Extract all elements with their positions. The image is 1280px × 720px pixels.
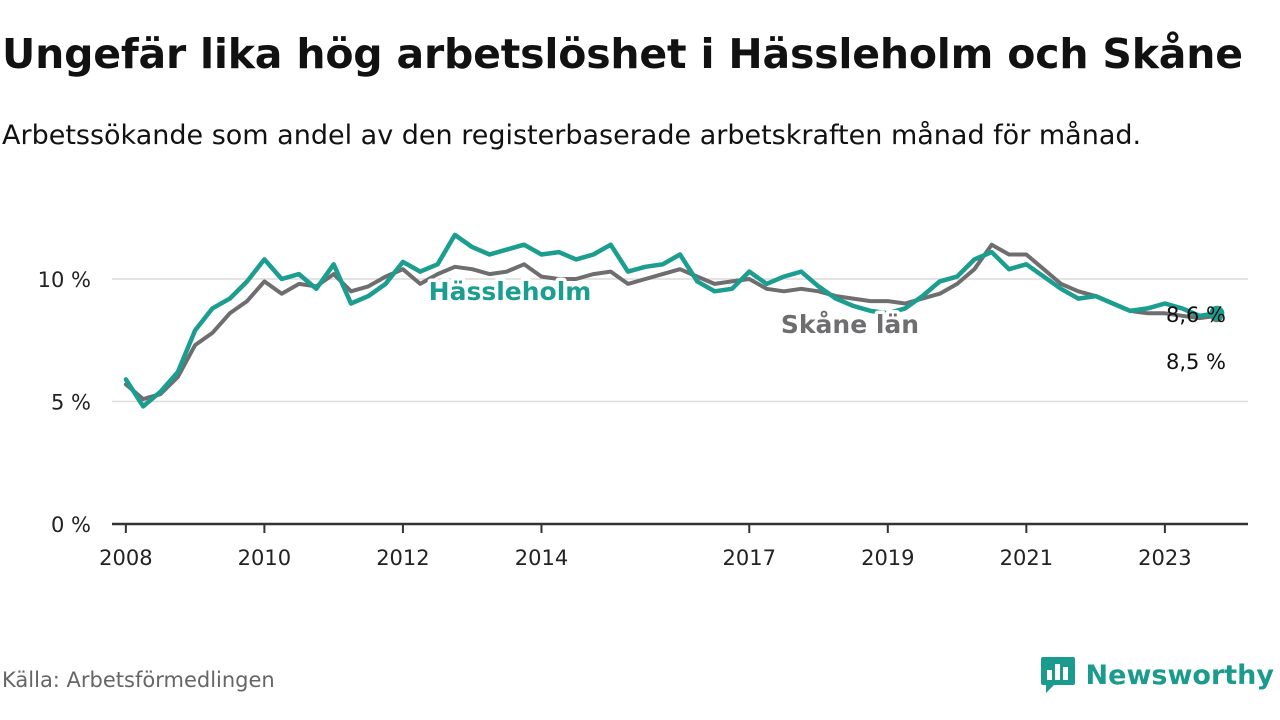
series-lines [123, 232, 1220, 409]
x-tick-label: 2019 [861, 546, 914, 570]
x-tick-label: 2008 [99, 546, 152, 570]
brand-logo[interactable]: Newsworthy [1040, 654, 1274, 696]
y-tick-label: 10 % [38, 268, 91, 292]
y-tick-label: 5 % [51, 391, 91, 415]
end-label-hassleholm: 8,6 % [1166, 303, 1226, 327]
series-label-hassleholm: Hässleholm [429, 277, 592, 306]
x-tick-label: 2010 [238, 546, 291, 570]
x-tick-label: 2021 [1000, 546, 1053, 570]
axes: 0 % 5 % 10 % 2008 2010 2012 2014 2017 2019 2021 20… [38, 268, 1248, 570]
x-tick-label: 2014 [515, 546, 568, 570]
x-tick-label: 2012 [376, 546, 429, 570]
source-note: Källa: Arbetsförmedlingen [2, 668, 275, 692]
series-label-skane: Skåne län [781, 310, 919, 339]
x-tick-label: 2017 [723, 546, 776, 570]
y-tick-label: 0 % [51, 513, 91, 537]
chart-subtitle: Arbetssökande som andel av den registerb… [2, 120, 1142, 151]
newsworthy-logo-icon [1040, 657, 1075, 693]
chart-title: Ungefär lika hög arbetslöshet i Hässleho… [2, 30, 1243, 78]
series-line-skane [123, 242, 1219, 402]
series-labels: 8,6 % 8,5 % Hässleholm Skåne län [425, 274, 1226, 375]
series-line-hassleholm [123, 232, 1220, 409]
x-tick-label: 2023 [1138, 546, 1191, 570]
brand-name: Newsworthy [1085, 659, 1274, 691]
endpoint-hassleholm [1209, 305, 1225, 321]
end-label-skane: 8,5 % [1166, 350, 1226, 374]
